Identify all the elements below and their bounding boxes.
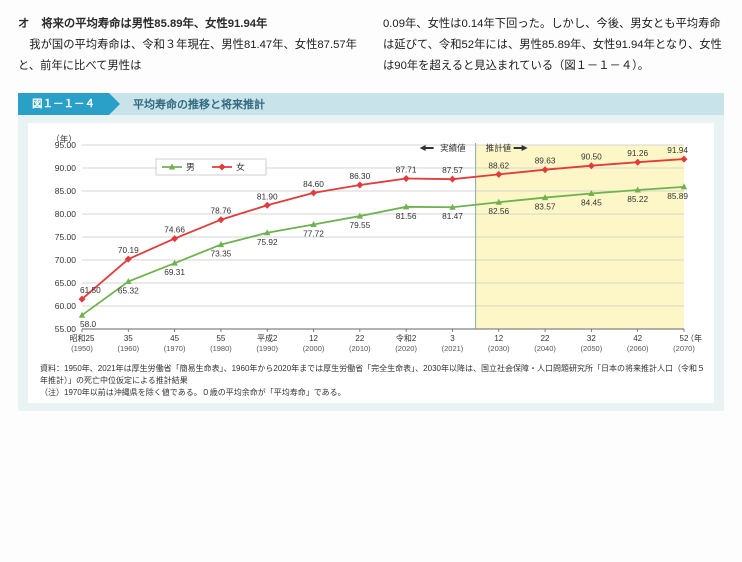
- male-series-value: 81.56: [396, 210, 417, 220]
- female-series-value: 81.90: [257, 191, 278, 201]
- female-series-marker: [310, 189, 317, 196]
- svg-text:(1960): (1960): [117, 344, 139, 353]
- legend-male: 男: [186, 162, 195, 172]
- female-series-value: 86.30: [349, 171, 370, 181]
- svg-text:(2000): (2000): [303, 344, 325, 353]
- figure-number: 図１－１－４: [18, 93, 109, 115]
- svg-text:平成2: 平成2: [257, 333, 278, 343]
- female-series-value: 88.62: [488, 160, 509, 170]
- note-source: 資料：1950年、2021年は厚生労働省「簡易生命表」、1960年から2020年…: [40, 363, 708, 387]
- svg-text:(2040): (2040): [534, 344, 556, 353]
- male-series-value: 84.45: [581, 197, 602, 207]
- note-remark: （注）1970年以前は沖縄県を除く値である。０歳の平均余命が「平均寿命」である。: [40, 387, 708, 399]
- male-series-value: 58.0: [80, 319, 97, 329]
- figure-title: 平均寿命の推移と将来推計: [109, 93, 724, 115]
- male-series-value: 85.89: [667, 191, 688, 201]
- svg-text:(1950): (1950): [71, 344, 93, 353]
- male-series-value: 69.31: [164, 267, 185, 277]
- svg-text:65.00: 65.00: [55, 278, 77, 288]
- svg-text:35: 35: [124, 334, 133, 343]
- figure: 図１－１－４ 平均寿命の推移と将来推計 55.00 60.00 65.00 70.00…: [18, 93, 724, 411]
- heading-marker: オ: [18, 14, 41, 35]
- female-series-value: 70.19: [118, 245, 139, 255]
- female-series-marker: [356, 181, 363, 188]
- svg-text:(2030): (2030): [488, 344, 510, 353]
- female-series-value: 61.50: [80, 285, 101, 295]
- male-series-value: 82.56: [488, 206, 509, 216]
- svg-text:12: 12: [309, 334, 318, 343]
- svg-text:60.00: 60.00: [55, 301, 77, 311]
- svg-text:70.00: 70.00: [55, 255, 77, 265]
- svg-text:昭和25: 昭和25: [70, 334, 95, 343]
- female-series-value: 89.63: [535, 155, 556, 165]
- svg-text:(1970): (1970): [164, 344, 186, 353]
- svg-text:90.00: 90.00: [55, 163, 77, 173]
- male-series-value: 79.55: [349, 220, 370, 230]
- section-heading: オ 将来の平均寿命は男性85.89年、女性91.94年: [18, 14, 359, 35]
- svg-text:42: 42: [633, 334, 642, 343]
- svg-text:75.00: 75.00: [55, 232, 77, 242]
- svg-text:32: 32: [587, 334, 596, 343]
- male-series-value: 85.22: [627, 194, 648, 204]
- column-2: 0.09年、女性は0.14年下回った。しかし、今後、男女とも平均寿命は延びて、令…: [383, 14, 724, 77]
- svg-text:(2021): (2021): [442, 344, 464, 353]
- svg-text:3: 3: [450, 334, 455, 343]
- female-series-value: 91.94: [667, 145, 688, 155]
- male-series-value: 77.72: [303, 228, 324, 238]
- female-series-value: 74.66: [164, 224, 185, 234]
- female-series-value: 78.76: [211, 205, 232, 215]
- figure-title-bar: 図１－１－４ 平均寿命の推移と将来推計: [18, 93, 724, 115]
- figure-notes: 資料：1950年、2021年は厚生労働省「簡易生命表」、1960年から2020年…: [34, 363, 708, 399]
- female-series-value: 87.71: [396, 164, 417, 174]
- male-series-value: 65.32: [118, 285, 139, 295]
- male-series-value: 75.92: [257, 236, 278, 246]
- female-series-value: 87.57: [442, 165, 463, 175]
- paragraph: 我が国の平均寿命は、令和３年現在、男性81.47年、女性87.57年と、前年に比…: [18, 35, 359, 77]
- paragraph: 0.09年、女性は0.14年下回った。しかし、今後、男女とも平均寿命は延びて、令…: [383, 14, 724, 77]
- svg-text:推計値: 推計値: [486, 143, 512, 153]
- female-series-value: 84.60: [303, 179, 324, 189]
- male-series-value: 81.47: [442, 211, 463, 221]
- svg-text:(2050): (2050): [581, 344, 603, 353]
- svg-text:(2060): (2060): [627, 344, 649, 353]
- svg-text:85.00: 85.00: [55, 186, 77, 196]
- female-series-marker: [449, 175, 456, 182]
- svg-text:12: 12: [494, 334, 503, 343]
- svg-text:(2070): (2070): [673, 344, 695, 353]
- female-series-marker: [264, 201, 271, 208]
- svg-text:令和2: 令和2: [396, 333, 417, 343]
- svg-text:55: 55: [216, 334, 225, 343]
- svg-text:(1980): (1980): [210, 344, 232, 353]
- svg-text:22: 22: [541, 334, 550, 343]
- female-series-value: 91.26: [627, 148, 648, 158]
- svg-text:55.00: 55.00: [55, 324, 77, 334]
- heading-text: 将来の平均寿命は男性85.89年、女性91.94年: [41, 14, 267, 35]
- female-series-marker: [171, 235, 178, 242]
- female-series-marker: [403, 175, 410, 182]
- svg-text:(2010): (2010): [349, 344, 371, 353]
- male-series-value: 73.35: [211, 248, 232, 258]
- svg-text:80.00: 80.00: [55, 209, 77, 219]
- svg-text:(1990): (1990): [256, 344, 278, 353]
- male-series-value: 83.57: [535, 201, 556, 211]
- female-series-marker: [217, 216, 224, 223]
- svg-text:22: 22: [355, 334, 364, 343]
- svg-text:実績値: 実績値: [440, 143, 466, 153]
- legend-female: 女: [236, 161, 245, 172]
- svg-text:（年）: （年）: [51, 134, 77, 144]
- female-series-value: 90.50: [581, 151, 602, 161]
- svg-text:45: 45: [170, 334, 179, 343]
- line-chart: 55.00 60.00 65.00 70.00 75.00 80.00 85.00 90.00…: [34, 129, 702, 359]
- svg-text:（年）: （年）: [686, 333, 702, 343]
- column-1: オ 将来の平均寿命は男性85.89年、女性91.94年 我が国の平均寿命は、令和…: [18, 14, 359, 77]
- svg-text:(2020): (2020): [395, 344, 417, 353]
- chart: 55.00 60.00 65.00 70.00 75.00 80.00 85.00 90.00…: [28, 123, 714, 403]
- body-text: オ 将来の平均寿命は男性85.89年、女性91.94年 我が国の平均寿命は、令和…: [18, 14, 724, 77]
